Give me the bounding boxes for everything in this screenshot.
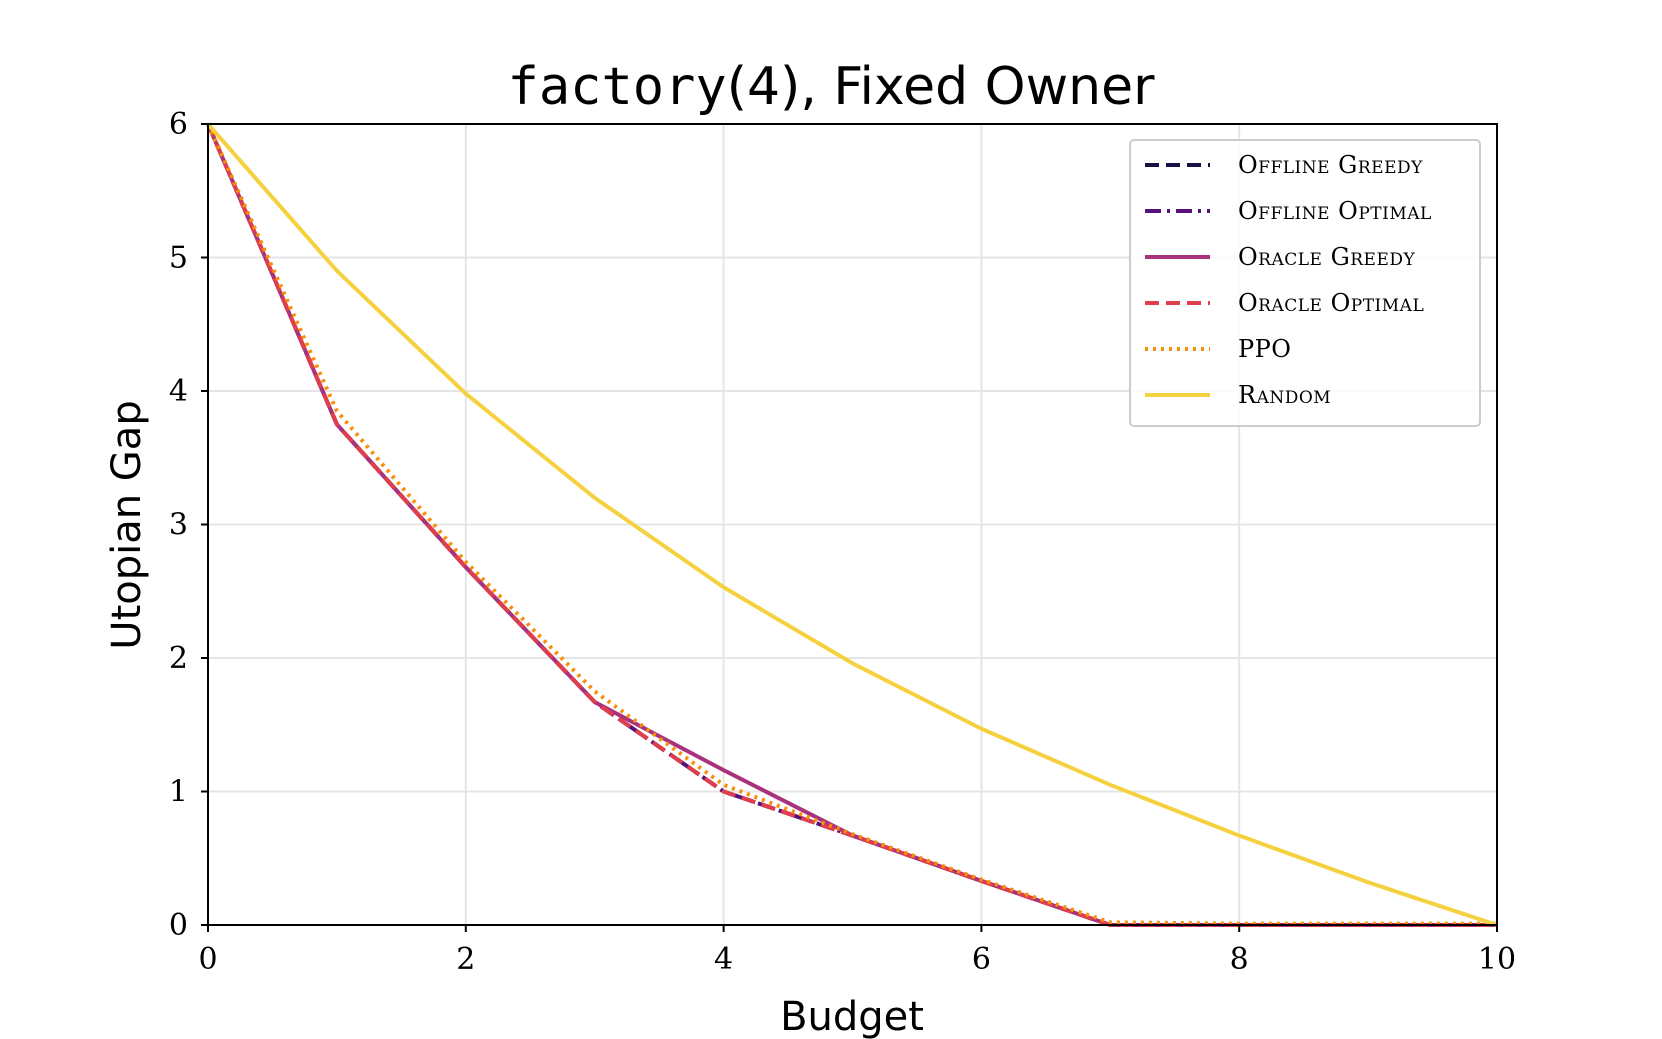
- x-tick-label: 8: [1230, 942, 1249, 977]
- y-axis-ticks: 0 1 2 3 4 5 6: [169, 107, 208, 943]
- x-tick-label: 4: [714, 942, 733, 977]
- y-tick-label: 2: [169, 641, 188, 676]
- x-tick-label: 10: [1478, 942, 1516, 977]
- y-tick-label: 5: [169, 241, 188, 276]
- legend-label-oracle-optimal: Oracle Optimal: [1238, 289, 1424, 317]
- series-line-random: [206, 122, 1498, 927]
- y-tick-label: 6: [169, 107, 188, 142]
- x-tick-label: 0: [198, 942, 217, 977]
- x-axis-ticks: 0 2 4 6 8 10: [198, 925, 1516, 977]
- legend-label-random: Random: [1238, 381, 1331, 409]
- y-tick-label: 4: [169, 374, 188, 409]
- x-tick-label: 2: [456, 942, 475, 977]
- chart-title-code: factory: [508, 57, 727, 117]
- y-tick-label: 3: [169, 508, 188, 543]
- y-axis-label: Utopian Gap: [104, 400, 150, 649]
- legend-label-offline-optimal: Offline Optimal: [1238, 197, 1432, 225]
- legend: Offline Greedy Offline Optimal Oracle Gree…: [1129, 139, 1481, 427]
- legend-label-oracle-greedy: Oracle Greedy: [1238, 243, 1416, 271]
- legend-frame: [1129, 139, 1481, 427]
- y-tick-label: 1: [169, 775, 188, 810]
- legend-label-offline-greedy: Offline Greedy: [1238, 151, 1423, 179]
- series-line-ppo: [206, 123, 1497, 926]
- chart-title: factory(4), Fixed Owner: [508, 57, 1156, 117]
- x-axis-label: Budget: [780, 994, 924, 1039]
- legend-label-ppo: PPO: [1238, 335, 1291, 363]
- y-tick-label: 0: [169, 908, 188, 943]
- x-tick-label: 6: [972, 942, 991, 977]
- chart-title-rest: (4), Fixed Owner: [727, 57, 1155, 117]
